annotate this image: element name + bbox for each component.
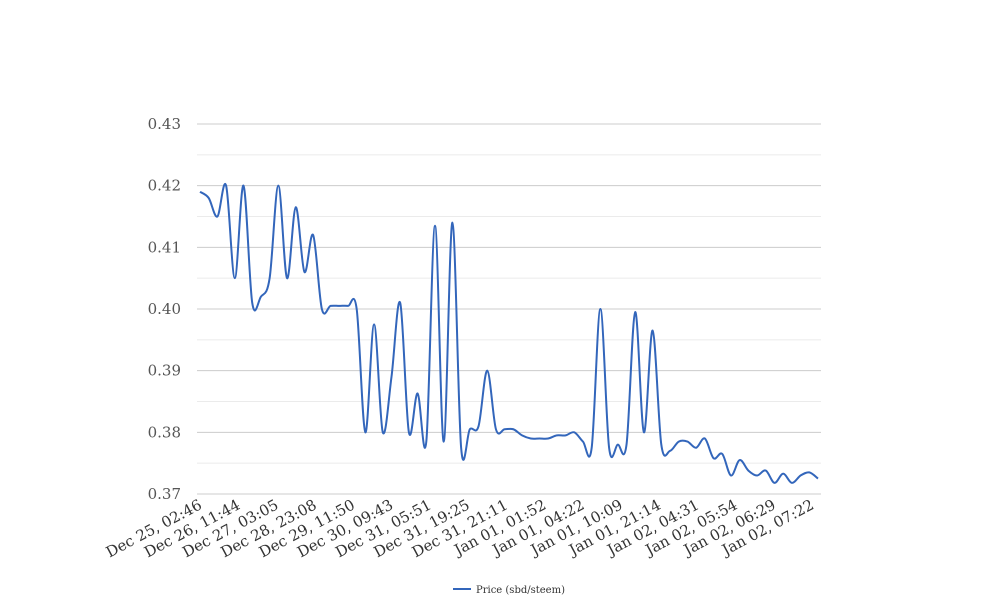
data-point	[269, 277, 271, 279]
data-point	[791, 482, 793, 484]
data-point	[573, 431, 575, 433]
data-point	[530, 438, 532, 440]
data-point	[338, 305, 340, 307]
data-point	[608, 447, 610, 449]
data-point	[773, 482, 775, 484]
data-point	[669, 450, 671, 452]
data-point	[582, 441, 584, 443]
y-tick-label: 0.38	[148, 423, 181, 441]
y-tick-label: 0.39	[148, 362, 181, 380]
data-point	[660, 444, 662, 446]
data-point	[208, 197, 210, 199]
data-point	[730, 475, 732, 477]
data-point	[243, 185, 245, 187]
data-point	[399, 302, 401, 304]
data-point	[216, 216, 218, 218]
data-point	[782, 473, 784, 475]
data-point	[756, 475, 758, 477]
data-point	[277, 185, 279, 187]
data-point	[478, 425, 480, 427]
y-tick-label: 0.40	[148, 300, 181, 318]
data-point	[486, 370, 488, 372]
data-point	[652, 330, 654, 332]
data-point	[808, 471, 810, 473]
data-point	[765, 470, 767, 472]
data-point	[199, 191, 201, 193]
y-axis-ticks: 0.43 0.42 0.41 0.40 0.39 0.38 0.37	[148, 115, 181, 503]
data-point	[382, 431, 384, 433]
data-point	[634, 311, 636, 313]
data-point	[321, 308, 323, 310]
data-point	[547, 438, 549, 440]
data-point	[713, 457, 715, 459]
data-point	[626, 444, 628, 446]
data-point	[390, 376, 392, 378]
data-point	[721, 453, 723, 455]
data-point	[495, 428, 497, 430]
y-tick-label: 0.43	[148, 115, 181, 133]
data-point	[469, 428, 471, 430]
data-point	[425, 441, 427, 443]
data-point	[303, 271, 305, 273]
data-point	[704, 438, 706, 440]
data-point	[512, 428, 514, 430]
data-point	[643, 431, 645, 433]
data-point	[234, 277, 236, 279]
data-point	[460, 447, 462, 449]
data-point	[364, 431, 366, 433]
data-point	[295, 206, 297, 208]
data-point	[521, 434, 523, 436]
data-point	[747, 470, 749, 472]
data-point	[556, 434, 558, 436]
grid-lines	[197, 123, 821, 495]
data-point	[504, 428, 506, 430]
data-point	[800, 475, 802, 477]
data-point	[565, 434, 567, 436]
data-point	[373, 323, 375, 325]
data-point	[260, 296, 262, 298]
data-point	[408, 431, 410, 433]
data-point	[695, 447, 697, 449]
data-point	[451, 222, 453, 224]
data-point	[286, 277, 288, 279]
data-point	[251, 302, 253, 304]
data-point	[538, 438, 540, 440]
data-point	[312, 234, 314, 236]
series-lines	[199, 182, 819, 484]
data-point	[817, 478, 819, 480]
y-tick-label: 0.42	[148, 177, 181, 195]
data-point	[443, 441, 445, 443]
data-point	[599, 308, 601, 310]
data-point	[225, 185, 227, 187]
data-point	[356, 308, 358, 310]
data-point	[591, 447, 593, 449]
legend-label-price: Price (sbd/steem)	[476, 585, 565, 596]
y-tick-label: 0.37	[148, 485, 181, 503]
data-point	[417, 392, 419, 394]
data-point	[686, 441, 688, 443]
data-point	[434, 225, 436, 227]
data-point	[617, 444, 619, 446]
legend: Price (sbd/steem)	[453, 585, 565, 596]
data-point	[330, 305, 332, 307]
series-line-price	[199, 182, 819, 484]
y-tick-label: 0.41	[148, 238, 181, 256]
data-point	[678, 441, 680, 443]
data-point	[739, 459, 741, 461]
data-point	[347, 305, 349, 307]
